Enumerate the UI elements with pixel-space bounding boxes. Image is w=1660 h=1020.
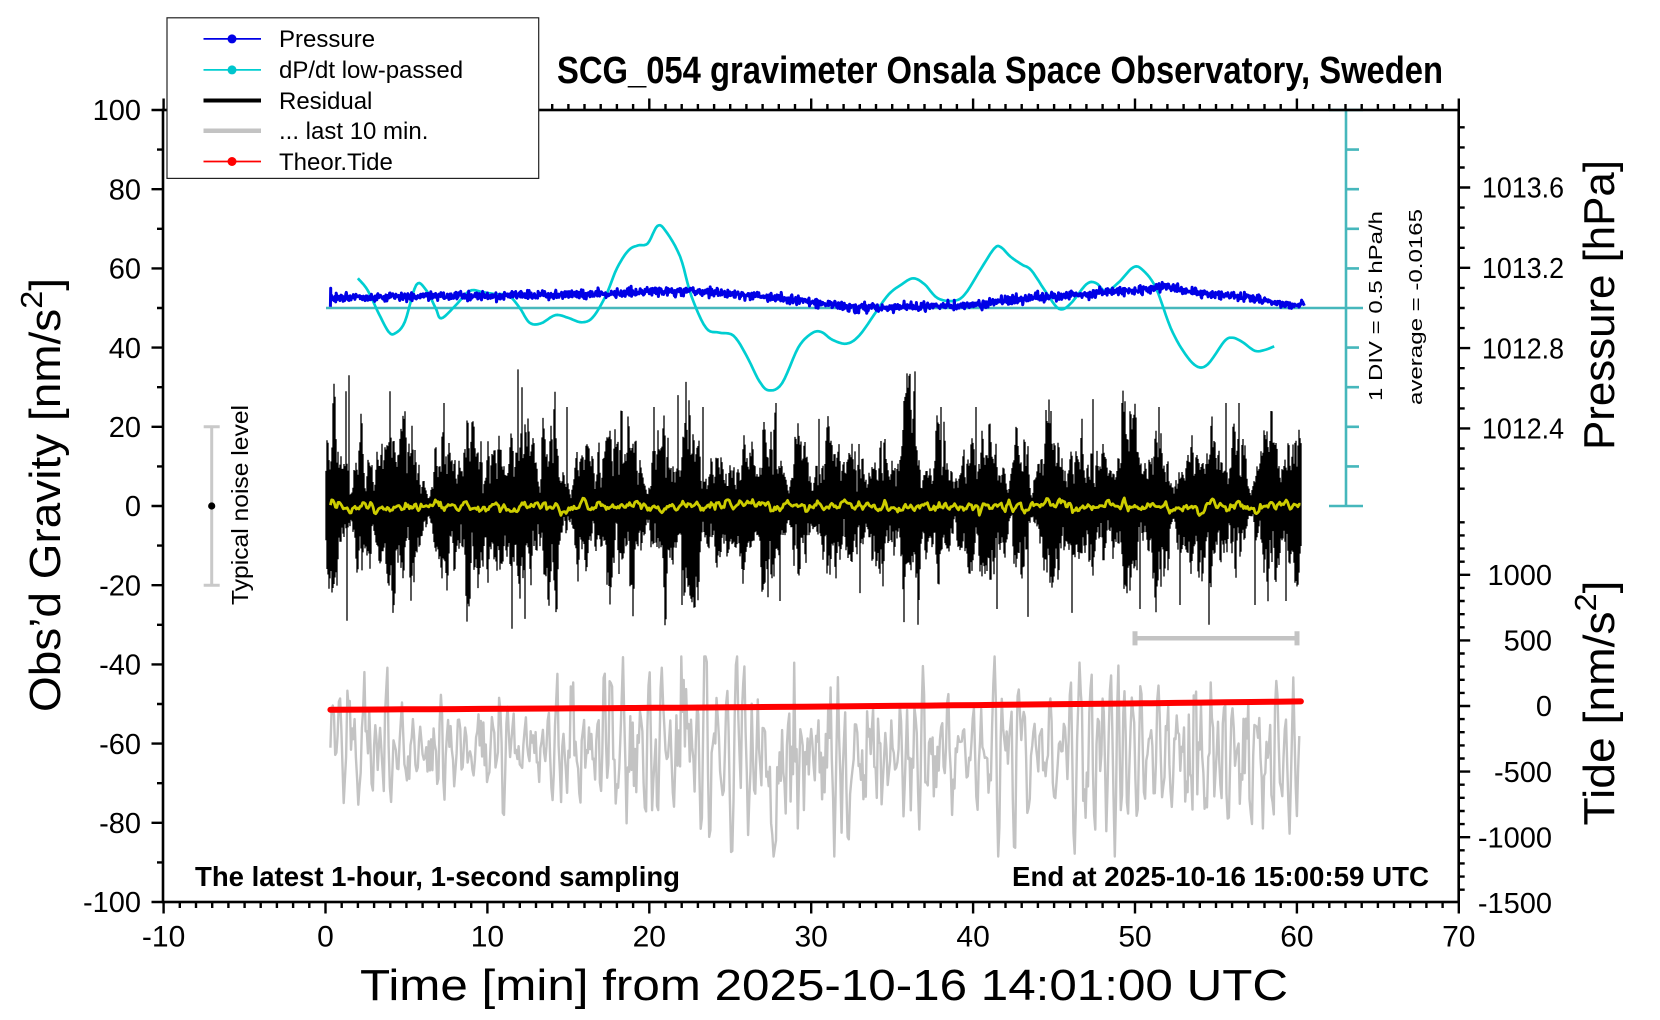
svg-text:1 DIV = 0.5 hPa/h: 1 DIV = 0.5 hPa/h: [1366, 211, 1386, 401]
svg-text:30: 30: [795, 921, 828, 954]
svg-text:1012.4: 1012.4: [1482, 414, 1564, 446]
svg-text:-40: -40: [99, 650, 141, 682]
svg-text:-500: -500: [1494, 757, 1552, 789]
svg-text:40: 40: [109, 333, 141, 365]
svg-text:100: 100: [93, 95, 141, 127]
svg-text:0: 0: [1536, 691, 1552, 723]
svg-text:-100: -100: [83, 887, 141, 919]
svg-text:Typical noise level: Typical noise level: [227, 405, 253, 605]
svg-text:50: 50: [1118, 921, 1151, 954]
svg-text:-20: -20: [99, 570, 141, 602]
svg-text:End at 2025-10-16 15:00:59 UTC: End at 2025-10-16 15:00:59 UTC: [1012, 861, 1429, 892]
svg-text:1013.6: 1013.6: [1482, 173, 1564, 205]
svg-text:0: 0: [317, 921, 334, 954]
svg-text:-1000: -1000: [1478, 822, 1552, 854]
svg-text:60: 60: [109, 254, 141, 286]
svg-text:average = -0.0165: average = -0.0165: [1406, 209, 1426, 405]
svg-text:Tide [nm/s2]: Tide [nm/s2]: [1568, 581, 1624, 826]
svg-text:1012.8: 1012.8: [1482, 333, 1564, 365]
svg-text:60: 60: [1280, 921, 1313, 954]
svg-text:Time [min] from 2025-10-16 14:: Time [min] from 2025-10-16 14:01:00 UTC: [360, 961, 1288, 1010]
svg-text:-1500: -1500: [1478, 888, 1552, 920]
svg-text:Pressure: Pressure: [279, 26, 375, 53]
svg-text:500: 500: [1504, 626, 1552, 658]
svg-text:Pressure [hPa]: Pressure [hPa]: [1575, 160, 1624, 450]
svg-text:20: 20: [109, 412, 141, 444]
svg-text:80: 80: [109, 174, 141, 206]
svg-text:0: 0: [125, 491, 141, 523]
svg-text:Obs’d Gravity [nm/s2]: Obs’d Gravity [nm/s2]: [14, 278, 70, 712]
svg-text:20: 20: [633, 921, 666, 954]
svg-text:-80: -80: [99, 808, 141, 840]
svg-text:dP/dt low-passed: dP/dt low-passed: [279, 57, 463, 84]
svg-text:1013.2: 1013.2: [1482, 253, 1564, 285]
svg-text:Theor.Tide: Theor.Tide: [279, 149, 393, 176]
svg-text:Residual: Residual: [279, 88, 372, 115]
svg-text:... last 10 min.: ... last 10 min.: [279, 118, 428, 145]
svg-text:10: 10: [471, 921, 504, 954]
svg-text:1000: 1000: [1487, 560, 1552, 592]
svg-text:The latest 1-hour, 1-second sa: The latest 1-hour, 1-second sampling: [195, 861, 680, 892]
svg-text:SCG_054 gravimeter Onsala Spac: SCG_054 gravimeter Onsala Space Observat…: [557, 50, 1443, 92]
svg-text:40: 40: [956, 921, 989, 954]
svg-text:-60: -60: [99, 729, 141, 761]
svg-text:-10: -10: [142, 921, 185, 954]
svg-text:70: 70: [1442, 921, 1475, 954]
